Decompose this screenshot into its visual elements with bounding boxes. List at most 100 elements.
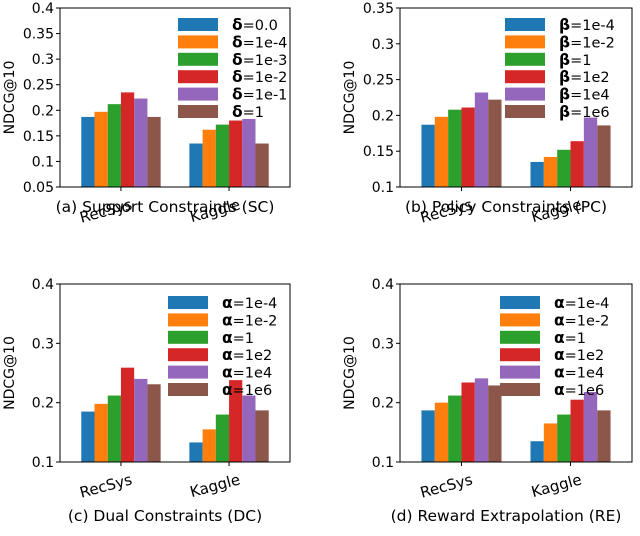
legend-entry: α=1 [222,329,254,347]
y-tick-label: 0.4 [32,277,54,293]
legend-entry: δ=1e-4 [232,33,287,51]
bar-kaggle-6 [597,125,611,187]
legend-entry: α=1e2 [554,346,604,364]
legend-swatch [178,87,218,101]
y-axis-label: NDCG@10 [2,336,18,410]
bar-kaggle-2 [202,129,216,187]
legend-swatch [505,35,545,49]
bar-recsys-5 [134,378,148,462]
legend-entry: δ=1 [232,103,264,121]
legend-swatch [505,18,545,31]
legend-swatch [168,348,208,362]
legend-swatch [505,70,545,84]
bar-kaggle-2 [543,156,558,187]
y-axis-label: NDCG@10 [342,336,358,410]
legend-entry: β=1 [559,51,591,69]
bar-kaggle-5 [583,117,598,187]
bar-recsys-2 [434,402,449,462]
y-tick-label: 0.35 [363,1,394,17]
bar-kaggle-1 [530,161,544,187]
y-tick-label: 0.2 [372,108,394,124]
bar-kaggle-2 [202,429,216,462]
y-tick-label: 0.15 [23,129,54,145]
legend-entry: α=1 [554,329,586,347]
legend-swatch [500,296,540,309]
bar-recsys-5 [474,92,489,187]
legend-entry: β=1e6 [559,103,610,121]
legend-swatch [505,52,545,66]
x-tick-label-recsys: RecSys [78,470,134,501]
legend-swatch [168,365,208,379]
bar-recsys-6 [488,99,502,187]
bar-recsys-4 [120,367,135,462]
legend-swatch [505,105,545,118]
legend-entry: α=1e-2 [222,311,277,329]
bar-recsys-2 [94,111,108,187]
y-tick-label: 0.3 [372,37,394,53]
bar-recsys-3 [448,109,462,187]
bar-recsys-4 [120,92,135,187]
legend-swatch [168,296,208,309]
legend-swatch [178,18,218,31]
bar-recsys-5 [134,98,148,187]
legend-entry: β=1e-2 [559,33,615,51]
axes-frame [399,7,633,188]
axes-frame [59,7,291,188]
bar-recsys-5 [474,378,489,462]
y-tick-label: 0.3 [372,336,394,352]
bar-recsys-1 [81,411,95,462]
y-axis-label: NDCG@10 [2,61,18,135]
bar-kaggle-4 [229,380,243,462]
legend-swatch [168,313,208,327]
bar-kaggle-3 [557,414,571,462]
legend-entry: δ=1e-1 [232,86,287,104]
legend-entry: β=1e-4 [559,16,615,34]
legend-swatch [500,348,540,362]
y-tick-label: 0.25 [23,78,54,94]
axes-frame [399,283,633,463]
y-tick-label: 0.2 [32,103,54,119]
legend-swatch [178,35,218,49]
chart-caption: (b) Policy Constraints (PC) [405,198,607,216]
y-tick-label: 0.15 [363,144,394,160]
legend-entry: α=1e6 [554,381,604,399]
bar-kaggle-5 [242,395,256,462]
bar-kaggle-4 [229,120,243,187]
bar-recsys-4 [461,107,475,187]
legend-swatch [178,52,218,66]
legend-swatch [505,87,545,101]
chart-caption: (a) Support Constraints (SC) [56,198,275,216]
bar-kaggle-6 [255,410,269,462]
x-tick-label-recsys: RecSys [418,470,474,501]
legend-entry: δ=1e-2 [232,68,287,86]
legend-entry: δ=0.0 [232,16,278,34]
legend-swatch [500,365,540,379]
bar-kaggle-3 [215,124,230,187]
bar-recsys-1 [421,124,435,187]
legend-entry: δ=1e-3 [232,51,287,69]
bar-kaggle-5 [583,391,598,462]
bar-kaggle-3 [215,414,230,462]
y-tick-label: 0.2 [372,396,394,412]
bar-recsys-3 [448,395,462,462]
y-tick-label: 0.4 [32,1,54,17]
bar-kaggle-1 [189,442,203,462]
bar-recsys-2 [94,403,108,462]
y-tick-label: 0.1 [372,180,394,196]
legend-swatch [500,330,540,344]
y-tick-label: 0.3 [32,52,54,68]
legend-entry: β=1e4 [559,86,610,104]
chart-caption: (d) Reward Extrapolation (RE) [391,507,622,525]
y-tick-label: 0.1 [372,455,394,471]
bar-kaggle-6 [597,410,611,462]
bar-recsys-6 [488,385,502,462]
bar-kaggle-5 [242,118,256,187]
chart-panel-4: 0.1 0.2 0.3 0.4 RecSys Kaggle NDCG@10 (d) Rewar… [342,277,633,525]
y-tick-label: 0.35 [23,27,54,43]
bar-kaggle-1 [189,143,203,187]
legend-swatch [178,70,218,84]
